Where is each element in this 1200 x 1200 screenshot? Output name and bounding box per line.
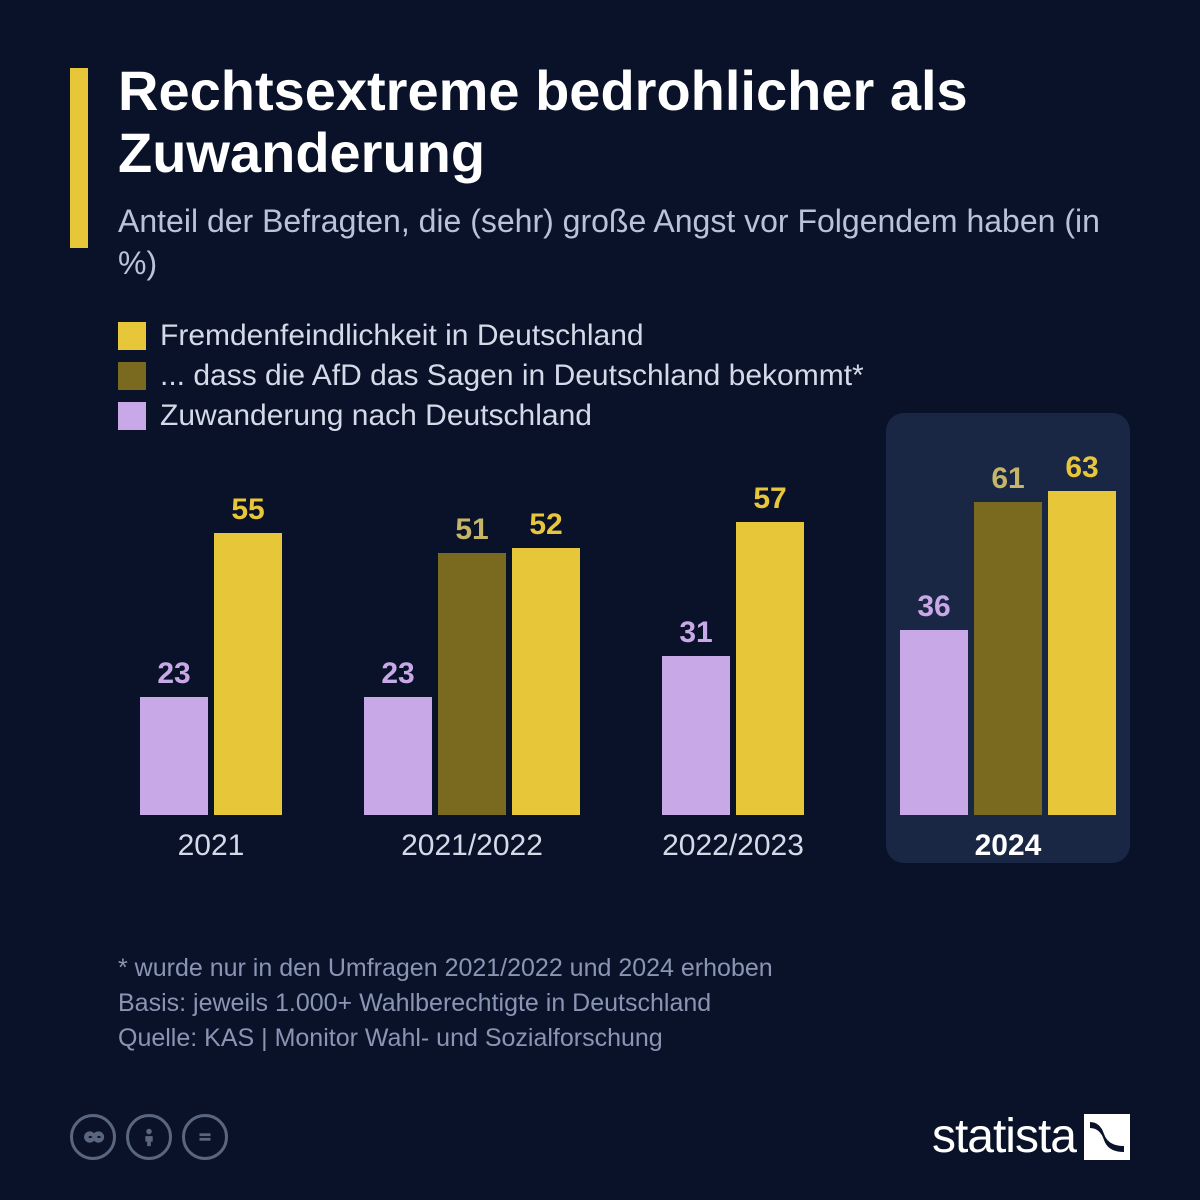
chart-title: Rechtsextreme bedrohlicher als Zuwanderu…: [118, 60, 1130, 183]
nd-icon: [182, 1114, 228, 1160]
bar-immigration: 23: [140, 657, 208, 815]
bar-value-label: 23: [381, 657, 414, 691]
bar-chart: 23 55 2021 23 51 52 2021/2022 31 57 2022/2023 36 61…: [118, 463, 1130, 923]
bar-fill: [900, 630, 968, 815]
bar-group: 23 51 52 2021/2022: [364, 415, 580, 863]
footnote-line: * wurde nur in den Umfragen 2021/2022 un…: [118, 951, 1130, 986]
statista-logo: statista: [932, 1109, 1130, 1164]
bar-value-label: 51: [455, 513, 488, 547]
bar-fill: [214, 533, 282, 816]
bar-value-label: 52: [529, 508, 562, 542]
bar-value-label: 63: [1065, 451, 1098, 485]
legend-swatch: [118, 322, 146, 350]
legend-swatch: [118, 362, 146, 390]
bar-afd: 61: [974, 462, 1042, 816]
legend-item: Fremdenfeindlichkeit in Deutschland: [118, 319, 1130, 353]
bar-fill: [974, 502, 1042, 816]
bar-immigration: 23: [364, 657, 432, 815]
bar-value-label: 23: [157, 657, 190, 691]
category-label: 2021/2022: [401, 829, 543, 863]
legend-item: ... dass die AfD das Sagen in Deutschlan…: [118, 359, 1130, 393]
bar-fill: [1048, 491, 1116, 815]
bar-value-label: 61: [991, 462, 1024, 496]
bar-xenophobia: 52: [512, 508, 580, 815]
bar-group-bars: 36 61 63: [900, 423, 1116, 815]
bar-value-label: 55: [231, 493, 264, 527]
accent-bar: [70, 68, 88, 248]
bar-fill: [438, 553, 506, 815]
bar-value-label: 31: [679, 616, 712, 650]
bar-fill: [512, 548, 580, 815]
bar-value-label: 57: [753, 482, 786, 516]
bar-xenophobia: 55: [214, 493, 282, 816]
legend-label: Fremdenfeindlichkeit in Deutschland: [160, 319, 644, 353]
logo-text: statista: [932, 1109, 1076, 1164]
bar-fill: [736, 522, 804, 815]
category-label: 2024: [975, 829, 1042, 863]
bar-fill: [364, 697, 432, 815]
bar-group: 36 61 63 2024: [886, 413, 1130, 863]
by-icon: [126, 1114, 172, 1160]
bar-immigration: 36: [900, 590, 968, 815]
bar-group: 31 57 2022/2023: [640, 415, 826, 863]
category-label: 2021: [178, 829, 245, 863]
bar-group: 23 55 2021: [118, 415, 304, 863]
footnote-line: Basis: jeweils 1.000+ Wahlberechtigte in…: [118, 986, 1130, 1021]
bar-value-label: 36: [917, 590, 950, 624]
legend-label: ... dass die AfD das Sagen in Deutschlan…: [160, 359, 864, 393]
bar-afd: 51: [438, 513, 506, 815]
bar-group-bars: 23 55: [140, 415, 282, 815]
chart-header: Rechtsextreme bedrohlicher als Zuwanderu…: [70, 60, 1130, 284]
cc-license-icons: [70, 1114, 228, 1160]
bar-fill: [662, 656, 730, 815]
chart-footer: statista: [70, 1109, 1130, 1164]
chart-subtitle: Anteil der Befragten, die (sehr) große A…: [118, 201, 1130, 284]
bar-xenophobia: 63: [1048, 451, 1116, 815]
category-label: 2022/2023: [662, 829, 804, 863]
bar-immigration: 31: [662, 616, 730, 815]
bar-group-bars: 23 51 52: [364, 415, 580, 815]
bar-fill: [140, 697, 208, 815]
bar-group-bars: 31 57: [662, 415, 804, 815]
footnote-line: Quelle: KAS | Monitor Wahl- und Sozialfo…: [118, 1021, 1130, 1056]
cc-icon: [70, 1114, 116, 1160]
logo-mark-icon: [1084, 1114, 1130, 1160]
chart-footnotes: * wurde nur in den Umfragen 2021/2022 un…: [118, 951, 1130, 1056]
bar-xenophobia: 57: [736, 482, 804, 815]
